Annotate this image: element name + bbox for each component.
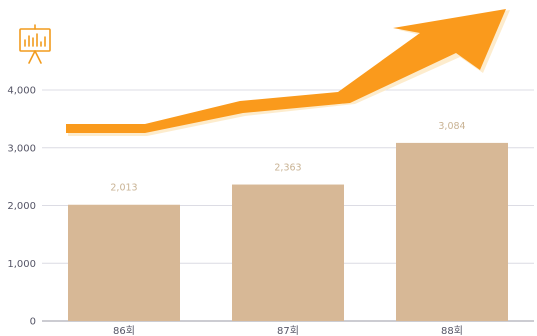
data-label: 2,013 — [110, 183, 137, 194]
y-tick-label: 3,000 — [7, 143, 36, 154]
category-label: 86회 — [113, 325, 135, 336]
y-tick-label: 2,000 — [7, 201, 36, 212]
data-label: 2,363 — [274, 163, 301, 174]
bar — [396, 142, 508, 321]
trend-arrow-icon — [66, 9, 510, 136]
y-tick-label: 1,000 — [7, 259, 36, 270]
y-axis-ticks: 0 1,000 2,000 3,000 4,000 — [7, 86, 36, 328]
data-label: 3,084 — [438, 121, 465, 132]
category-labels: 86회 87회 88회 — [113, 325, 463, 336]
data-labels: 2,013 2,363 3,084 — [110, 121, 465, 194]
category-label: 88회 — [441, 325, 463, 336]
bar — [68, 204, 180, 321]
bars — [68, 142, 508, 321]
category-label: 87회 — [277, 325, 299, 336]
presentation-board-chart-icon — [19, 24, 51, 64]
bar — [232, 184, 344, 321]
y-tick-label: 0 — [30, 317, 36, 328]
y-tick-label: 4,000 — [7, 86, 36, 97]
